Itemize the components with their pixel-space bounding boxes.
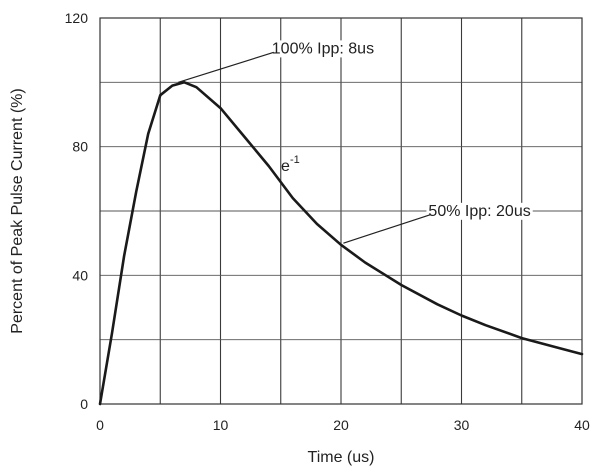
annotation-label: 50% Ipp: 20us — [428, 203, 530, 220]
x-tick-label: 10 — [213, 417, 229, 433]
annotation: e-1 — [281, 154, 300, 175]
y-tick-label: 120 — [65, 10, 89, 26]
y-axis-title: Percent of Peak Pulse Current (%) — [9, 88, 26, 333]
x-axis-title: Time (us) — [308, 449, 375, 466]
x-tick-label: 30 — [454, 417, 470, 433]
annotations: 100% Ipp: 8us e-1 50% Ipp: 20us — [178, 40, 533, 244]
annotation-label: 100% Ipp: 8us — [272, 40, 374, 57]
x-tick-label: 0 — [96, 417, 104, 433]
series-line — [98, 81, 584, 406]
annotation-label: e-1 — [281, 154, 300, 175]
x-tick-label: 20 — [333, 417, 349, 433]
y-tick-label: 80 — [72, 139, 88, 155]
annotation: 100% Ipp: 8us — [178, 40, 377, 83]
annotation-leader-line — [178, 51, 274, 83]
y-tick-label: 0 — [80, 396, 88, 412]
annotation-leader-line — [343, 214, 431, 244]
annotation-background — [426, 202, 533, 220]
series-layer — [98, 81, 584, 406]
x-tick-label: 40 — [574, 417, 590, 433]
tick-labels: 0 10 20 30 40 0 40 80 120 — [65, 10, 590, 433]
y-tick-label: 40 — [72, 267, 88, 283]
annotation: 50% Ipp: 20us — [343, 202, 533, 244]
plot-frame — [99, 17, 583, 405]
annotation-background — [269, 40, 377, 58]
annotation-superscript: -1 — [290, 154, 300, 166]
